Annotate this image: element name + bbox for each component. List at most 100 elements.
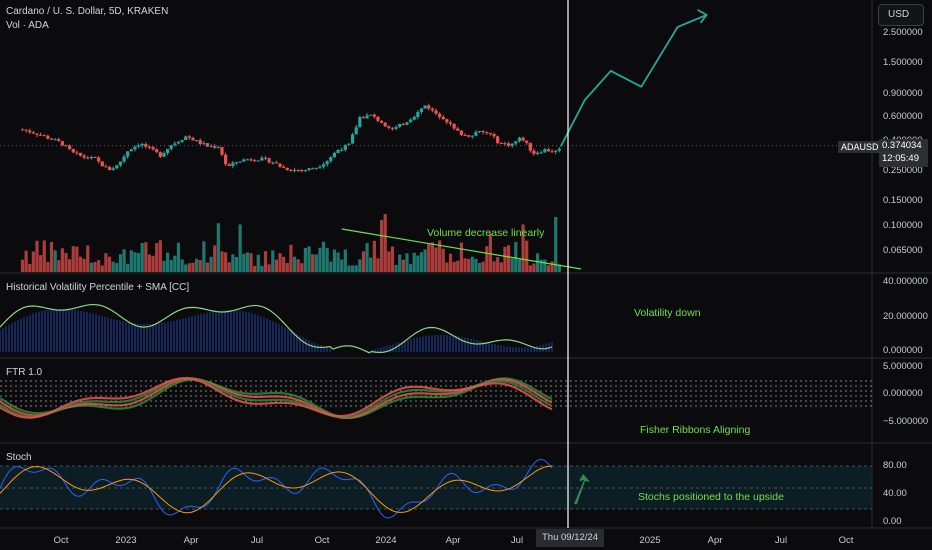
volume-bar — [24, 250, 28, 272]
candle-body — [409, 119, 413, 123]
candle-body — [68, 145, 72, 149]
volume-bar — [409, 264, 413, 272]
price-candles — [20, 103, 561, 173]
up-arrow-icon — [574, 474, 590, 504]
volume-bar — [274, 259, 278, 272]
volume-bar — [329, 261, 333, 272]
candle-body — [24, 129, 28, 131]
volume-bar — [245, 252, 249, 272]
volume-bar — [300, 263, 304, 272]
volume-label: Vol · ADA — [6, 20, 49, 31]
candle-body — [256, 160, 260, 162]
price-tick: 0.900000 — [883, 88, 923, 99]
ftr-ribbon — [0, 376, 553, 419]
candle-body — [539, 152, 543, 154]
time-tick: Jul — [510, 535, 524, 546]
volume-bar — [321, 241, 326, 272]
volume-bar — [470, 256, 474, 272]
volume-bar — [126, 263, 130, 272]
volume-bar — [528, 265, 532, 272]
stoch-band — [0, 466, 872, 509]
volatility-annotation: Volatility down — [634, 307, 701, 319]
volume-bar — [118, 254, 123, 272]
time-tick: Jul — [774, 535, 788, 546]
candle-body — [525, 140, 529, 143]
candle-body — [289, 169, 293, 171]
volume-bar — [412, 252, 416, 272]
candle-body — [115, 165, 119, 169]
volume-bar — [303, 247, 308, 272]
time-tick: Oct — [53, 535, 69, 546]
volume-bar — [307, 246, 311, 272]
candle-body — [144, 143, 148, 147]
volume-bar — [162, 260, 166, 272]
volume-bar — [445, 262, 449, 272]
time-tick: Oct — [314, 535, 330, 546]
volume-bar — [209, 256, 213, 272]
candle-body — [318, 166, 322, 168]
candle-body — [213, 146, 217, 148]
candle-body — [129, 149, 133, 152]
volume-bar — [539, 259, 543, 272]
hvp-tick: 40.000000 — [883, 276, 928, 287]
volume-bar — [285, 263, 289, 272]
volume-bar — [35, 240, 39, 272]
candle-body — [332, 153, 337, 158]
candle-body — [267, 158, 271, 163]
candle-body — [93, 157, 97, 159]
volume-bar — [503, 246, 507, 272]
candle-body — [97, 157, 101, 162]
candle-body — [28, 130, 32, 133]
volume-bar — [136, 253, 141, 272]
volume-bar — [390, 246, 395, 272]
time-tick: Apr — [707, 535, 723, 546]
stoch-title: Stoch — [6, 452, 32, 463]
time-tick: 2024 — [375, 535, 397, 546]
volume-bar — [238, 224, 242, 272]
volume-bar — [496, 257, 500, 272]
candle-body — [300, 170, 304, 172]
volume-bar — [133, 252, 137, 272]
candle-body — [398, 123, 402, 127]
stoch-tick: 40.00 — [883, 488, 907, 499]
candle-body — [194, 140, 199, 142]
candle-body — [376, 116, 380, 121]
candle-body — [46, 135, 50, 139]
volume-bar — [184, 264, 188, 272]
candle-body — [231, 162, 235, 166]
fisher-ribbons — [0, 376, 872, 420]
volume-bar — [467, 258, 471, 272]
candle-body — [136, 145, 141, 147]
currency-button[interactable]: USD — [878, 4, 924, 26]
volume-bar — [525, 240, 529, 272]
candle-body — [155, 149, 159, 153]
volume-bar — [100, 265, 104, 272]
volume-bar — [260, 265, 264, 272]
volume-bar — [194, 258, 199, 272]
volume-bar — [441, 248, 445, 272]
volume-bar — [325, 248, 329, 272]
volume-bar — [224, 252, 228, 272]
volume-bar — [115, 263, 119, 272]
candle-body — [260, 157, 264, 161]
volume-bar — [151, 255, 155, 272]
volume-bar — [332, 249, 337, 272]
candle-body — [238, 161, 242, 163]
candle-body — [75, 152, 79, 154]
candle-body — [78, 152, 83, 156]
candle-body — [336, 149, 340, 154]
candle-body — [285, 167, 289, 170]
volume-bar — [42, 240, 46, 272]
volume-bar — [253, 265, 257, 272]
volume-bar — [510, 258, 514, 272]
candle-body — [140, 143, 144, 146]
volume-bar — [180, 259, 184, 272]
volume-bar — [89, 262, 94, 272]
candle-body — [187, 136, 191, 138]
volume-annotation: Volume decrease linearly — [427, 227, 545, 239]
price-tick: 2.500000 — [883, 27, 923, 38]
price-tick: 0.150000 — [883, 195, 923, 206]
volume-bar — [271, 250, 275, 272]
volume-bar — [176, 242, 181, 272]
